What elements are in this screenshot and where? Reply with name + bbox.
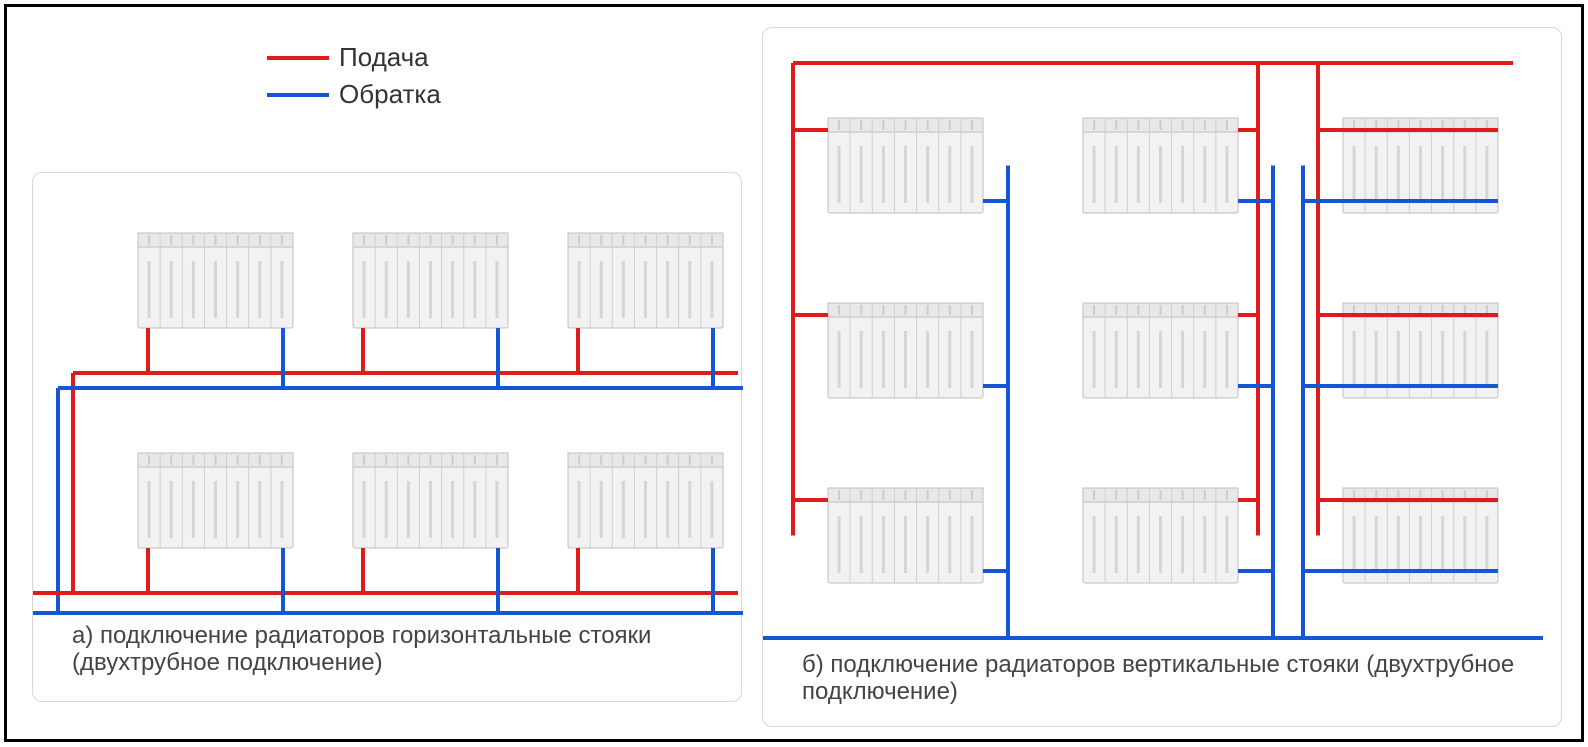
legend-supply: Подача bbox=[267, 42, 441, 73]
legend-supply-label: Подача bbox=[339, 42, 429, 73]
caption-a: а) подключение радиаторов горизонтальные… bbox=[72, 622, 712, 677]
caption-b: б) подключение радиаторов вертикальные с… bbox=[802, 651, 1522, 706]
diagram-b bbox=[763, 28, 1563, 728]
legend: Подача Обратка bbox=[267, 42, 441, 116]
legend-supply-line bbox=[267, 56, 329, 60]
legend-return-label: Обратка bbox=[339, 79, 441, 110]
legend-return-line bbox=[267, 93, 329, 97]
outer-frame: Подача Обратка а) подключение радиаторов… bbox=[4, 4, 1584, 742]
legend-return: Обратка bbox=[267, 79, 441, 110]
panel-vertical bbox=[762, 27, 1562, 727]
